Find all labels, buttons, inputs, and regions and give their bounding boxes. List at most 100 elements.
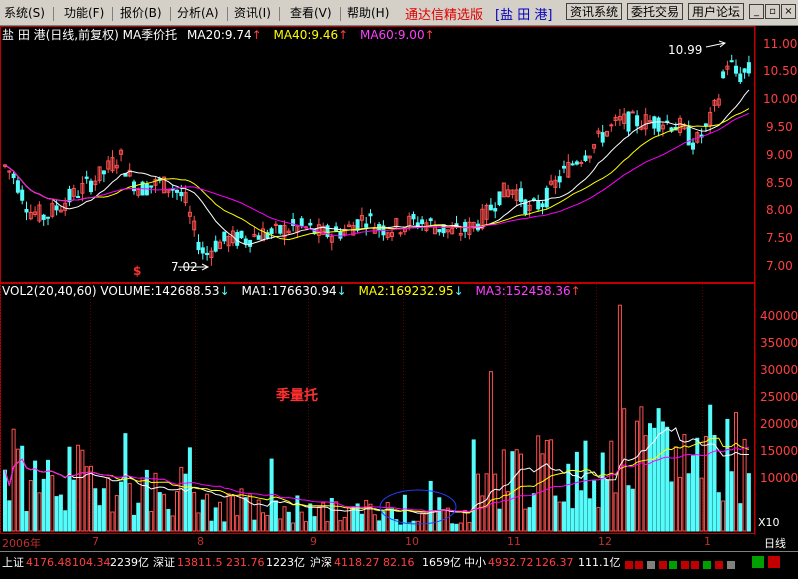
volume-tick: 35000 (760, 336, 798, 350)
candle-body (656, 117, 661, 132)
candle-body (506, 189, 511, 198)
ma20-value: MA20:9.74 (187, 28, 252, 42)
candle-body (622, 113, 627, 124)
volume-bar (471, 439, 476, 532)
menu-analysis[interactable]: 分析(A) (177, 4, 228, 21)
candle-body (33, 211, 38, 215)
volume-bar (153, 472, 158, 532)
candle-body (7, 170, 12, 173)
volume-bar (639, 406, 644, 532)
volume-bar (557, 501, 562, 532)
forum-button[interactable]: 用户论坛 (688, 3, 745, 20)
candle-body (179, 191, 184, 197)
sh-index-name: 上证 (2, 556, 24, 569)
candle-body (243, 238, 248, 245)
volume-bar (273, 500, 278, 532)
volume-bar (656, 408, 661, 532)
volume-bar (729, 471, 734, 532)
candle-body (127, 169, 132, 177)
restore-icon[interactable]: ▫ (765, 4, 780, 19)
volume-bar (609, 440, 614, 532)
candle-body (321, 225, 326, 235)
candle-body (218, 241, 222, 250)
volume-bar (574, 451, 579, 532)
volume-series (3, 304, 751, 532)
volume-bar (157, 492, 162, 532)
volume-bar (166, 508, 171, 532)
price-panel-title: 盐 田 港(日线,前复权) MA季价托 (2, 28, 178, 42)
volume-bar (428, 480, 433, 532)
volume-bar (523, 508, 528, 532)
volume-bar (106, 477, 111, 532)
price-tick: 9.50 (766, 120, 793, 134)
candle-body (80, 182, 85, 194)
volume-bar (24, 511, 29, 532)
volume-bar (553, 495, 558, 532)
volume-tick: 40000 (760, 309, 798, 323)
moving-average-lines (4, 89, 750, 515)
candle-body (574, 161, 579, 165)
volume-bar (583, 440, 588, 532)
menu-help[interactable]: 帮助(H) (347, 6, 390, 20)
candle-body (200, 247, 205, 254)
volume-bar (58, 494, 63, 532)
news-system-button[interactable]: 资讯系统 (566, 3, 623, 20)
candle-body (746, 62, 751, 74)
candle-body (248, 239, 253, 247)
volume-bar (398, 524, 403, 532)
candle-body (235, 232, 240, 246)
volume-bar (450, 523, 455, 532)
volume-bar (170, 515, 175, 532)
candle-body (299, 218, 304, 227)
volume-bar (407, 522, 412, 532)
volume-tick: 15000 (760, 444, 798, 458)
vol-ma1-value: MA1:176630.94 (241, 284, 337, 298)
candle-body (209, 250, 214, 258)
trade-button[interactable]: 委托交易 (627, 3, 684, 20)
menu-info[interactable]: 资讯(I) (234, 4, 280, 21)
volume-bar (721, 500, 726, 532)
volume-bar (402, 494, 407, 532)
candle-body (471, 221, 476, 229)
volume-bar (630, 488, 635, 532)
market-breadth-icon (625, 557, 745, 569)
candle-body (58, 209, 63, 213)
volume-bar (183, 473, 188, 532)
period-label[interactable]: 日线 (764, 537, 786, 550)
volume-bar (540, 453, 545, 532)
candle-body (605, 130, 609, 137)
menu-function[interactable]: 功能(F) (64, 4, 114, 21)
volume-tick: 30000 (760, 363, 798, 377)
candle-body (239, 230, 244, 239)
volume-bar (566, 463, 571, 532)
candle-body (544, 187, 549, 208)
ma40-line (4, 108, 750, 241)
volume-bar (372, 514, 377, 532)
candle-body (540, 203, 545, 208)
candle-body (527, 204, 532, 211)
candle-body (46, 216, 50, 219)
candle-body (703, 123, 708, 127)
volume-bar (699, 477, 704, 532)
volume-bar (325, 521, 330, 532)
time-label: 7 (92, 535, 99, 548)
candle-body (316, 224, 321, 236)
volume-bar (316, 505, 321, 532)
volume-bar (437, 497, 442, 532)
volume-bar (579, 490, 584, 532)
volume-bar (648, 423, 652, 532)
volume-bar (89, 465, 93, 532)
volume-bar (587, 498, 592, 532)
sh-index-value: 4176.48 (26, 556, 72, 569)
menu-quote[interactable]: 报价(B) (120, 4, 171, 21)
price-panel-frame (0, 26, 755, 283)
candle-body (338, 231, 343, 239)
close-icon[interactable]: × (781, 4, 796, 19)
minimize-icon[interactable]: _ (749, 4, 764, 19)
menu-system[interactable]: 系统(S) (4, 4, 54, 21)
time-label: 12 (598, 535, 612, 548)
menu-view[interactable]: 查看(V) (290, 4, 341, 21)
volume-bar (695, 437, 700, 532)
price-tick: 11.00 (763, 37, 798, 51)
chart-area[interactable]: 盐 田 港(日线,前复权) MA季价托 MA20:9.74↑ MA40:9.46… (0, 26, 798, 550)
